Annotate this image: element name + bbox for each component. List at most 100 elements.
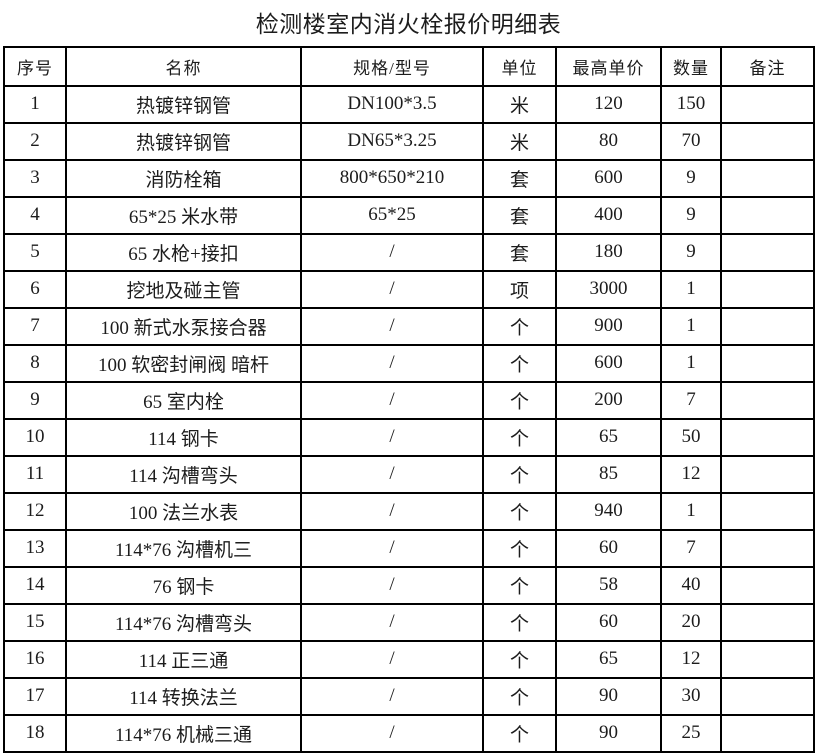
cell-remark — [720, 158, 815, 198]
cell-spec: / — [300, 380, 484, 420]
table-row: 12 100 法兰水表 / 个 940 1 — [3, 491, 815, 531]
cell-spec: / — [300, 676, 484, 716]
cell-qty: 1 — [660, 306, 722, 346]
cell-remark — [720, 454, 815, 494]
cell-qty: 50 — [660, 417, 722, 457]
cell-remark — [720, 269, 815, 309]
cell-spec: / — [300, 491, 484, 531]
cell-qty: 30 — [660, 676, 722, 716]
cell-qty: 150 — [660, 84, 722, 124]
col-header-remark: 备注 — [720, 45, 815, 87]
cell-name: 100 法兰水表 — [65, 491, 302, 531]
cell-remark — [720, 565, 815, 605]
cell-spec: / — [300, 232, 484, 272]
cell-max_price: 90 — [555, 713, 662, 753]
cell-name: 114 钢卡 — [65, 417, 302, 457]
cell-name: 76 钢卡 — [65, 565, 302, 605]
cell-qty: 7 — [660, 380, 722, 420]
cell-spec: / — [300, 565, 484, 605]
table-row: 15 114*76 沟槽弯头 / 个 60 20 — [3, 602, 815, 642]
cell-unit: 个 — [482, 528, 557, 568]
cell-no: 18 — [3, 713, 67, 753]
cell-qty: 40 — [660, 565, 722, 605]
cell-max_price: 120 — [555, 84, 662, 124]
cell-spec: / — [300, 639, 484, 679]
cell-remark — [720, 121, 815, 161]
cell-unit: 个 — [482, 454, 557, 494]
col-header-qty: 数量 — [660, 45, 722, 87]
cell-no: 11 — [3, 454, 67, 494]
cell-name: 65 水枪+接扣 — [65, 232, 302, 272]
cell-qty: 12 — [660, 639, 722, 679]
cell-spec: / — [300, 343, 484, 383]
table-row: 4 65*25 米水带 65*25 套 400 9 — [3, 195, 815, 235]
cell-no: 9 — [3, 380, 67, 420]
table-row: 10 114 钢卡 / 个 65 50 — [3, 417, 815, 457]
cell-spec: / — [300, 713, 484, 753]
cell-remark — [720, 84, 815, 124]
table-row: 2 热镀锌钢管 DN65*3.25 米 80 70 — [3, 121, 815, 161]
cell-no: 14 — [3, 565, 67, 605]
cell-no: 7 — [3, 306, 67, 346]
cell-spec: 800*650*210 — [300, 158, 484, 198]
cell-spec: DN65*3.25 — [300, 121, 484, 161]
cell-unit: 套 — [482, 232, 557, 272]
cell-unit: 个 — [482, 306, 557, 346]
cell-no: 10 — [3, 417, 67, 457]
table-row: 5 65 水枪+接扣 / 套 180 9 — [3, 232, 815, 272]
cell-no: 4 — [3, 195, 67, 235]
cell-spec: 65*25 — [300, 195, 484, 235]
cell-unit: 个 — [482, 713, 557, 753]
cell-unit: 套 — [482, 195, 557, 235]
cell-name: 挖地及碰主管 — [65, 269, 302, 309]
cell-no: 3 — [3, 158, 67, 198]
table-row: 8 100 软密封闸阀 暗杆 / 个 600 1 — [3, 343, 815, 383]
cell-remark — [720, 602, 815, 642]
cell-qty: 12 — [660, 454, 722, 494]
cell-unit: 个 — [482, 565, 557, 605]
cell-qty: 9 — [660, 232, 722, 272]
cell-remark — [720, 232, 815, 272]
cell-remark — [720, 528, 815, 568]
cell-unit: 米 — [482, 84, 557, 124]
cell-max_price: 200 — [555, 380, 662, 420]
cell-unit: 个 — [482, 491, 557, 531]
cell-name: 114*76 机械三通 — [65, 713, 302, 753]
cell-spec: / — [300, 417, 484, 457]
cell-remark — [720, 639, 815, 679]
cell-max_price: 85 — [555, 454, 662, 494]
col-header-max_price: 最高单价 — [555, 45, 662, 87]
table-row: 16 114 正三通 / 个 65 12 — [3, 639, 815, 679]
cell-unit: 个 — [482, 602, 557, 642]
cell-max_price: 400 — [555, 195, 662, 235]
cell-no: 6 — [3, 269, 67, 309]
cell-max_price: 58 — [555, 565, 662, 605]
cell-qty: 70 — [660, 121, 722, 161]
cell-unit: 个 — [482, 676, 557, 716]
table-row: 9 65 室内栓 / 个 200 7 — [3, 380, 815, 420]
cell-max_price: 80 — [555, 121, 662, 161]
cell-qty: 1 — [660, 343, 722, 383]
cell-qty: 9 — [660, 195, 722, 235]
cell-name: 消防栓箱 — [65, 158, 302, 198]
cell-qty: 1 — [660, 491, 722, 531]
cell-qty: 25 — [660, 713, 722, 753]
cell-no: 17 — [3, 676, 67, 716]
cell-remark — [720, 306, 815, 346]
cell-remark — [720, 195, 815, 235]
cell-name: 65 室内栓 — [65, 380, 302, 420]
cell-max_price: 65 — [555, 639, 662, 679]
cell-spec: / — [300, 306, 484, 346]
col-header-unit: 单位 — [482, 45, 557, 87]
cell-remark — [720, 380, 815, 420]
cell-no: 12 — [3, 491, 67, 531]
cell-no: 15 — [3, 602, 67, 642]
cell-remark — [720, 491, 815, 531]
cell-qty: 9 — [660, 158, 722, 198]
cell-max_price: 60 — [555, 602, 662, 642]
cell-remark — [720, 417, 815, 457]
cell-no: 16 — [3, 639, 67, 679]
cell-name: 114 转换法兰 — [65, 676, 302, 716]
cell-unit: 个 — [482, 417, 557, 457]
cell-spec: / — [300, 454, 484, 494]
